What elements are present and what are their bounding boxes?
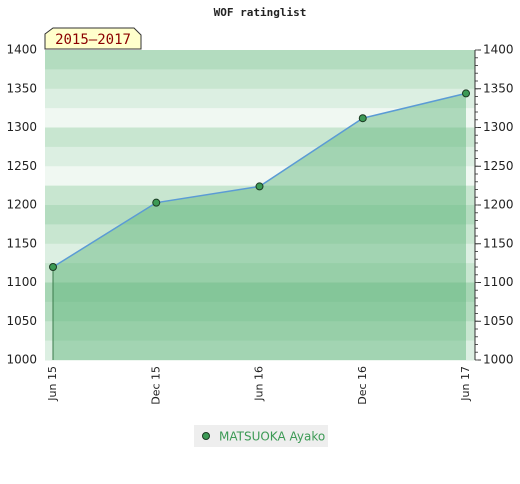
- y-tick-label: 1200: [6, 198, 37, 212]
- point: [462, 89, 470, 98]
- x-tick-label: Jun 16: [253, 366, 266, 402]
- x-tick-label: Jun 15: [46, 366, 59, 402]
- background-band: [45, 321, 475, 342]
- point: [152, 198, 161, 207]
- y2-tick-label: 1250: [483, 159, 514, 173]
- point: [49, 263, 57, 271]
- x-tick-label: Dec 15: [149, 366, 162, 405]
- area-fill: [53, 93, 466, 361]
- y-tick-label: 1350: [6, 81, 37, 95]
- y-tick-label: 1400: [6, 43, 37, 57]
- y2-tick-label: 1150: [483, 236, 514, 250]
- y2-tick-label: 1350: [483, 81, 514, 95]
- background-band: [45, 127, 475, 148]
- background-band: [45, 50, 475, 70]
- legend-box: [194, 425, 328, 447]
- y2-tick-label: 1300: [483, 120, 514, 134]
- annotation-box: [44, 27, 142, 50]
- x-tick-label: Dec 16: [356, 366, 369, 405]
- background-band: [45, 205, 475, 225]
- y2-tick-label: 1100: [483, 275, 514, 289]
- point: [358, 114, 367, 123]
- y-tick-label: 1300: [6, 120, 37, 134]
- y-tick-label: 1000: [6, 353, 37, 367]
- background-band: [45, 263, 475, 283]
- legend-marker: [202, 432, 210, 440]
- y2-tick-label: 1000: [483, 353, 514, 367]
- y2-tick-label: 1050: [483, 314, 514, 328]
- y-tick-label: 1150: [6, 236, 37, 250]
- background-band: [45, 185, 475, 206]
- y2-tick-label: 1400: [483, 43, 514, 57]
- background-band: [45, 108, 475, 128]
- chart-title: WOF ratinglist: [214, 6, 307, 19]
- background-band: [45, 301, 475, 322]
- background-band: [45, 166, 475, 187]
- background-band: [45, 282, 475, 303]
- background-band: [45, 88, 475, 109]
- annotation: 2015–2017: [55, 32, 131, 48]
- y2-tick-label: 1200: [483, 198, 514, 212]
- background-band: [45, 224, 475, 245]
- background-band: [45, 340, 475, 361]
- background-band: [45, 69, 475, 90]
- point: [255, 182, 264, 191]
- legend-label: MATSUOKA Ayako: [219, 430, 325, 444]
- y-tick-label: 1050: [6, 314, 37, 328]
- x-tick-label: Jun 17: [459, 366, 472, 402]
- y-tick-label: 1100: [6, 275, 37, 289]
- y-tick-label: 1250: [6, 159, 37, 173]
- background-band: [45, 243, 475, 264]
- background-band: [45, 146, 475, 167]
